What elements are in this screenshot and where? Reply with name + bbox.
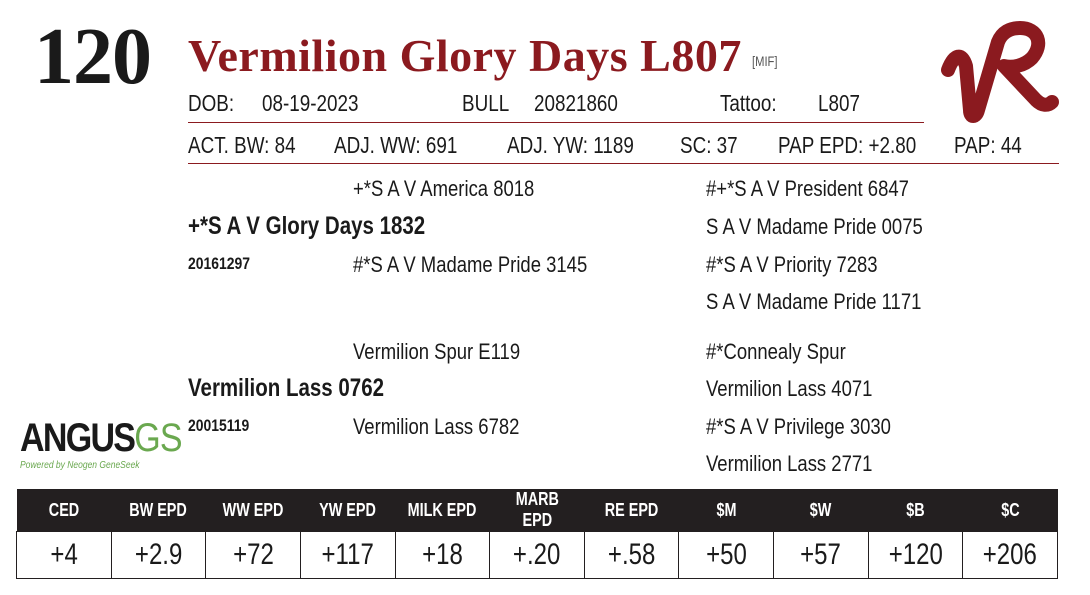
- pedigree-sire-dam: #*S A V Madame Pride 3145: [353, 252, 588, 277]
- angus-gs-logo: ANGUSGS Powered by Neogen GeneSeek: [20, 418, 210, 471]
- epd-value: +57: [773, 531, 869, 579]
- epd-header: $C: [962, 489, 1058, 532]
- animal-name: Vermilion Glory Days L807: [188, 30, 742, 81]
- stat-adj-yw: ADJ. YW: 1189: [507, 132, 634, 158]
- epd-header: CED: [16, 489, 112, 532]
- registration-number: 20821860: [534, 90, 618, 116]
- epd-value: +.20: [489, 531, 585, 579]
- pedigree-dd-sire: #*S A V Privilege 3030: [706, 414, 891, 439]
- tag-badge: [MIF]: [752, 53, 778, 69]
- dob-value: 08-19-2023: [262, 90, 359, 116]
- lot-number: 120: [34, 13, 152, 101]
- epd-header: $W: [773, 489, 869, 532]
- pedigree-ss-sire: #+*S A V President 6847: [706, 176, 909, 201]
- pedigree-dam: Vermilion Lass 0762: [188, 374, 385, 402]
- stat-sc: SC: 37: [680, 132, 738, 158]
- epd-header: YW EPD: [300, 489, 395, 532]
- pedigree-dd-dam: Vermilion Lass 2771: [706, 451, 873, 476]
- stat-act-bw: ACT. BW: 84: [188, 132, 296, 158]
- epd-value: +.58: [583, 531, 680, 579]
- epd-header: $M: [678, 489, 774, 532]
- stat-adj-ww: ADJ. WW: 691: [334, 132, 458, 158]
- pedigree-sd-sire: #*S A V Priority 7283: [706, 252, 878, 277]
- pedigree-ds-dam: Vermilion Lass 4071: [706, 376, 873, 401]
- stats-divider: [188, 163, 1059, 164]
- angus-word: ANGUS: [20, 416, 136, 460]
- sex-value: BULL: [462, 90, 510, 116]
- epd-value: +2.9: [110, 531, 207, 579]
- epd-value: +120: [867, 531, 964, 579]
- epd-value: +206: [962, 531, 1058, 579]
- epd-header: BW EPD: [111, 489, 206, 532]
- epd-value: +4: [16, 531, 112, 579]
- angus-gs-word: GS: [134, 416, 182, 460]
- epd-table: CED BW EPD WW EPD YW EPD MILK EPD MARB E…: [16, 489, 1058, 579]
- epd-header: MARB EPD: [489, 489, 585, 532]
- pedigree-dam-sire: Vermilion Spur E119: [353, 339, 521, 364]
- epd-header: WW EPD: [205, 489, 301, 532]
- epd-value: +117: [299, 531, 396, 579]
- pedigree-sd-dam: S A V Madame Pride 1171: [706, 289, 922, 314]
- pedigree-dam-reg: 20015119: [188, 416, 250, 435]
- epd-header: RE EPD: [584, 489, 679, 532]
- pedigree-dam-dam: Vermilion Lass 6782: [353, 414, 520, 439]
- pedigree-sire-reg: 20161297: [188, 254, 251, 273]
- epd-value: +72: [205, 531, 301, 579]
- stat-pap: PAP: 44: [954, 132, 1022, 158]
- epd-value: +18: [394, 531, 491, 579]
- pedigree-ss-dam: S A V Madame Pride 0075: [706, 214, 923, 239]
- pedigree-ds-sire: #*Connealy Spur: [706, 339, 846, 364]
- epd-value-row: +4 +2.9 +72 +117 +18 +.20 +.58 +50 +57 +…: [16, 531, 1058, 579]
- vr-brand-logo: [941, 21, 1059, 123]
- info-divider: [188, 122, 924, 123]
- stat-pap-epd: PAP EPD: +2.80: [778, 132, 917, 158]
- tattoo-label: Tattoo:: [720, 90, 777, 116]
- epd-header-row: CED BW EPD WW EPD YW EPD MILK EPD MARB E…: [16, 489, 1058, 532]
- pedigree-sire: +*S A V Glory Days 1832: [188, 212, 426, 240]
- epd-header: MILK EPD: [395, 489, 490, 532]
- epd-header: $B: [868, 489, 963, 532]
- tattoo-value: L807: [818, 90, 860, 116]
- dob-label: DOB:: [188, 90, 235, 116]
- pedigree-sire-sire: +*S A V America 8018: [353, 176, 535, 201]
- angus-tagline: Powered by Neogen GeneSeek: [20, 460, 140, 471]
- epd-value: +50: [678, 531, 774, 579]
